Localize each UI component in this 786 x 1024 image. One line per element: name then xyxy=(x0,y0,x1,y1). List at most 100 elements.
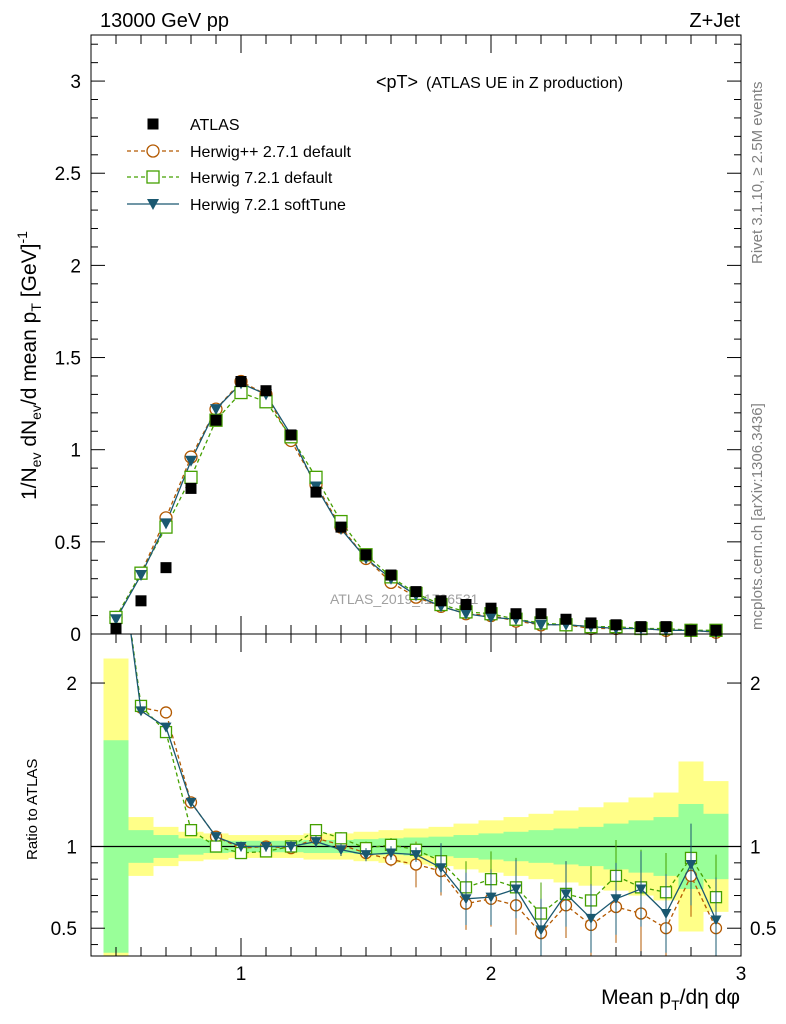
ratio-point-2 xyxy=(560,889,572,900)
main-y-tick-label: 0 xyxy=(70,625,81,646)
ratio-point-2 xyxy=(460,894,472,905)
ratio-panel: 0.5 0.5 1 1 2 2 1 2 3 xyxy=(51,633,776,985)
atlas-point xyxy=(460,599,472,611)
ratio-point-1 xyxy=(184,823,198,837)
ratio-frame xyxy=(90,633,742,957)
ratio-point-2 xyxy=(585,913,597,924)
main-y-tick-label: 2.5 xyxy=(55,164,81,185)
atlas-point xyxy=(335,521,347,533)
main-y-label: 1/Nev dNev/d mean pT [GeV]-1 xyxy=(14,231,44,500)
header-left: 13000 GeV pp xyxy=(100,10,229,32)
ratio-point-2 xyxy=(660,909,672,920)
series-point-3 xyxy=(535,619,547,631)
atlas-point xyxy=(660,621,672,633)
ratio-y-tick-label: 2 xyxy=(66,674,77,695)
atlas-point xyxy=(285,429,297,441)
atlas-point xyxy=(510,608,522,620)
atlas-point xyxy=(610,619,622,631)
main-y-tick-label: 2 xyxy=(70,256,81,277)
atlas-point xyxy=(210,414,222,426)
series-point-3 xyxy=(160,518,172,530)
legend-marker-atlas xyxy=(147,118,159,130)
atlas-point xyxy=(160,562,172,574)
ratio-point-2 xyxy=(360,850,372,861)
main-frame xyxy=(90,34,742,635)
ratio-y-tick-label-right: 2 xyxy=(750,674,761,695)
atlas-point xyxy=(135,595,147,607)
ratio-point-2 xyxy=(685,859,697,870)
ratio-point-2 xyxy=(210,832,222,843)
main-data-marks xyxy=(109,374,723,639)
main-panel: 0 0.5 1 1.5 2 2.5 3 ATLAS_2019_I1736531 <pT> (… xyxy=(55,34,742,646)
x-tick-label: 1 xyxy=(236,964,247,985)
series-point-3 xyxy=(135,570,147,582)
main-subtitle: (ATLAS UE in Z production) xyxy=(426,75,623,92)
ratio-series-2 xyxy=(130,634,722,956)
watermark: ATLAS_2019_I1736531 xyxy=(330,591,479,607)
ratio-y-tick-label-right: 1 xyxy=(750,837,761,858)
atlas-point xyxy=(410,586,422,598)
x-tick-label: 3 xyxy=(736,964,747,985)
atlas-point xyxy=(585,617,597,629)
legend: ATLAS Herwig++ 2.7.1 default Herwig 7.2.1 … xyxy=(127,117,352,214)
rivet-label: Rivet 3.1.10, ≥ 2.5M events xyxy=(749,82,766,265)
ratio-point-0 xyxy=(159,706,173,719)
ratio-point-2 xyxy=(135,706,147,717)
series-point-2 xyxy=(184,470,198,484)
legend-marker-2 xyxy=(146,170,160,184)
atlas-point xyxy=(435,595,447,607)
legend-label: ATLAS xyxy=(190,117,240,134)
legend-label: Herwig 7.2.1 softTune xyxy=(190,197,346,214)
series-point-3 xyxy=(210,404,222,416)
ratio-point-2 xyxy=(285,841,297,852)
ratio-y-tick-label-right: 0.5 xyxy=(750,919,776,940)
ratio-data-marks xyxy=(130,634,723,956)
legend-label: Herwig++ 2.7.1 default xyxy=(190,144,352,161)
header-right: Z+Jet xyxy=(689,10,740,32)
atlas-point xyxy=(685,624,697,636)
x-axis-label: Mean pT/dη dφ xyxy=(601,986,740,1013)
mcplots-label: mcplots.cern.ch [arXiv:1306.3436] xyxy=(749,403,766,630)
x-tick-label: 2 xyxy=(486,964,497,985)
main-y-tick-label: 0.5 xyxy=(55,533,81,554)
ratio-point-2 xyxy=(410,850,422,861)
legend-marker-3 xyxy=(147,199,159,210)
ratio-y-tick-label: 0.5 xyxy=(51,919,77,940)
main-y-tick-label: 1 xyxy=(70,441,81,462)
atlas-point xyxy=(185,482,197,494)
atlas-point xyxy=(485,602,497,614)
legend-label: Herwig 7.2.1 default xyxy=(190,170,333,187)
atlas-point xyxy=(535,608,547,620)
series-point-3 xyxy=(485,612,497,624)
ratio-axis: 0.5 0.5 1 1 2 2 1 2 3 xyxy=(51,634,776,985)
main-y-tick-label: 3 xyxy=(70,72,81,93)
ratio-point-2 xyxy=(160,722,172,733)
atlas-point xyxy=(235,375,247,387)
ratio-point-2 xyxy=(260,841,272,852)
ratio-point-1 xyxy=(309,823,323,837)
ratio-y-tick-label: 1 xyxy=(66,837,77,858)
ratio-point-2 xyxy=(710,915,722,926)
series-point-3 xyxy=(110,614,122,626)
ratio-point-2 xyxy=(310,837,322,848)
ratio-point-2 xyxy=(635,884,647,895)
ratio-point-2 xyxy=(385,848,397,859)
atlas-point xyxy=(560,613,572,625)
series-point-2 xyxy=(309,470,323,484)
ratio-point-2 xyxy=(485,892,497,903)
atlas-point xyxy=(310,486,322,498)
legend-marker-1 xyxy=(146,144,160,158)
ratio-point-2 xyxy=(535,925,547,936)
ratio-point-2 xyxy=(610,894,622,905)
atlas-point xyxy=(260,385,272,397)
series-point-3 xyxy=(185,455,197,467)
ratio-point-1 xyxy=(209,840,223,853)
series-point-3 xyxy=(460,608,472,620)
atlas-point xyxy=(385,569,397,581)
atlas-point xyxy=(110,622,122,634)
main-title: <pT> xyxy=(376,72,418,92)
ratio-point-2 xyxy=(510,884,522,895)
atlas-point xyxy=(710,624,722,636)
ratio-point-2 xyxy=(185,797,197,808)
